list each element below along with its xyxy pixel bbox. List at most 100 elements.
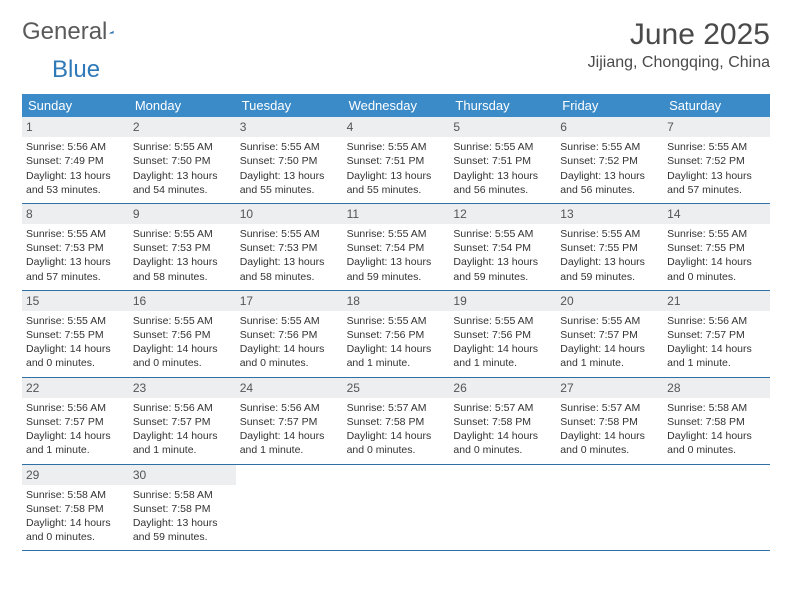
day-number: 16 [129, 291, 236, 311]
day-cell: 3Sunrise: 5:55 AMSunset: 7:50 PMDaylight… [236, 117, 343, 203]
day-number: 30 [129, 465, 236, 485]
day-number: 11 [343, 204, 450, 224]
daylight-line2: and 59 minutes. [560, 270, 659, 284]
daylight-line1: Daylight: 13 hours [133, 169, 232, 183]
sunrise-text: Sunrise: 5:55 AM [133, 314, 232, 328]
day-number: 14 [663, 204, 770, 224]
logo-text-blue: Blue [52, 56, 100, 84]
week-row: 8Sunrise: 5:55 AMSunset: 7:53 PMDaylight… [22, 204, 770, 291]
day-cell: 7Sunrise: 5:55 AMSunset: 7:52 PMDaylight… [663, 117, 770, 203]
daylight-line2: and 55 minutes. [347, 183, 446, 197]
sunrise-text: Sunrise: 5:55 AM [667, 227, 766, 241]
sunrise-text: Sunrise: 5:55 AM [240, 140, 339, 154]
day-number: 3 [236, 117, 343, 137]
daylight-line2: and 59 minutes. [347, 270, 446, 284]
day-cell: 8Sunrise: 5:55 AMSunset: 7:53 PMDaylight… [22, 204, 129, 290]
day-number: 26 [449, 378, 556, 398]
day-cell: 17Sunrise: 5:55 AMSunset: 7:56 PMDayligh… [236, 291, 343, 377]
sunrise-text: Sunrise: 5:55 AM [347, 140, 446, 154]
sunset-text: Sunset: 7:54 PM [453, 241, 552, 255]
sunrise-text: Sunrise: 5:57 AM [560, 401, 659, 415]
sunset-text: Sunset: 7:53 PM [133, 241, 232, 255]
daylight-line1: Daylight: 14 hours [453, 342, 552, 356]
daylight-line1: Daylight: 13 hours [453, 169, 552, 183]
empty-cell [449, 465, 556, 551]
day-cell: 19Sunrise: 5:55 AMSunset: 7:56 PMDayligh… [449, 291, 556, 377]
daylight-line2: and 0 minutes. [453, 443, 552, 457]
sunset-text: Sunset: 7:55 PM [560, 241, 659, 255]
week-row: 22Sunrise: 5:56 AMSunset: 7:57 PMDayligh… [22, 378, 770, 465]
daylight-line2: and 1 minute. [26, 443, 125, 457]
day-number: 25 [343, 378, 450, 398]
day-number: 15 [22, 291, 129, 311]
sunset-text: Sunset: 7:52 PM [667, 154, 766, 168]
day-number: 5 [449, 117, 556, 137]
day-number: 28 [663, 378, 770, 398]
daylight-line1: Daylight: 14 hours [133, 342, 232, 356]
daylight-line1: Daylight: 14 hours [26, 342, 125, 356]
daylight-line2: and 55 minutes. [240, 183, 339, 197]
daylight-line2: and 53 minutes. [26, 183, 125, 197]
dow-cell: Wednesday [343, 94, 450, 117]
day-number: 2 [129, 117, 236, 137]
sunrise-text: Sunrise: 5:56 AM [240, 401, 339, 415]
sunrise-text: Sunrise: 5:58 AM [667, 401, 766, 415]
sunrise-text: Sunrise: 5:55 AM [240, 314, 339, 328]
day-number: 13 [556, 204, 663, 224]
sunrise-text: Sunrise: 5:55 AM [560, 140, 659, 154]
daylight-line2: and 54 minutes. [133, 183, 232, 197]
daylight-line2: and 0 minutes. [240, 356, 339, 370]
sunset-text: Sunset: 7:56 PM [240, 328, 339, 342]
sunset-text: Sunset: 7:53 PM [26, 241, 125, 255]
daylight-line1: Daylight: 14 hours [667, 342, 766, 356]
logo-text-general: General [22, 18, 107, 46]
empty-cell [343, 465, 450, 551]
sunset-text: Sunset: 7:57 PM [560, 328, 659, 342]
sunset-text: Sunset: 7:55 PM [667, 241, 766, 255]
daylight-line1: Daylight: 14 hours [240, 429, 339, 443]
daylight-line2: and 59 minutes. [133, 530, 232, 544]
daylight-line1: Daylight: 14 hours [26, 516, 125, 530]
sunset-text: Sunset: 7:56 PM [453, 328, 552, 342]
day-number: 12 [449, 204, 556, 224]
daylight-line2: and 1 minute. [667, 356, 766, 370]
sunrise-text: Sunrise: 5:56 AM [26, 140, 125, 154]
sunrise-text: Sunrise: 5:55 AM [26, 227, 125, 241]
sunset-text: Sunset: 7:51 PM [453, 154, 552, 168]
sunset-text: Sunset: 7:56 PM [133, 328, 232, 342]
daylight-line1: Daylight: 13 hours [347, 169, 446, 183]
daylight-line2: and 1 minute. [240, 443, 339, 457]
daylight-line1: Daylight: 13 hours [133, 255, 232, 269]
daylight-line1: Daylight: 14 hours [133, 429, 232, 443]
daylight-line2: and 1 minute. [347, 356, 446, 370]
sunrise-text: Sunrise: 5:56 AM [667, 314, 766, 328]
day-cell: 22Sunrise: 5:56 AMSunset: 7:57 PMDayligh… [22, 378, 129, 464]
daylight-line2: and 0 minutes. [26, 356, 125, 370]
day-cell: 12 Sunrise: 5:55 AMSunset: 7:54 PMDayligh… [449, 204, 556, 290]
daylight-line1: Daylight: 13 hours [560, 169, 659, 183]
daylight-line1: Daylight: 13 hours [347, 255, 446, 269]
sunset-text: Sunset: 7:55 PM [26, 328, 125, 342]
day-cell: 23Sunrise: 5:56 AMSunset: 7:57 PMDayligh… [129, 378, 236, 464]
sunset-text: Sunset: 7:57 PM [240, 415, 339, 429]
dow-cell: Monday [129, 94, 236, 117]
daylight-line1: Daylight: 13 hours [240, 255, 339, 269]
sunset-text: Sunset: 7:50 PM [240, 154, 339, 168]
title-block: June 2025 Jijiang, Chongqing, China [588, 18, 770, 72]
daylight-line1: Daylight: 14 hours [560, 429, 659, 443]
day-cell: 2Sunrise: 5:55 AMSunset: 7:50 PMDaylight… [129, 117, 236, 203]
day-cell: 20Sunrise: 5:55 AMSunset: 7:57 PMDayligh… [556, 291, 663, 377]
sunset-text: Sunset: 7:53 PM [240, 241, 339, 255]
day-number: 18 [343, 291, 450, 311]
day-cell: 9Sunrise: 5:55 AMSunset: 7:53 PMDaylight… [129, 204, 236, 290]
day-cell: 13Sunrise: 5:55 AMSunset: 7:55 PMDayligh… [556, 204, 663, 290]
day-cell: 6Sunrise: 5:55 AMSunset: 7:52 PMDaylight… [556, 117, 663, 203]
day-cell: 18Sunrise: 5:55 AMSunset: 7:56 PMDayligh… [343, 291, 450, 377]
sunset-text: Sunset: 7:58 PM [667, 415, 766, 429]
daylight-line2: and 58 minutes. [240, 270, 339, 284]
day-cell: 26Sunrise: 5:57 AMSunset: 7:58 PMDayligh… [449, 378, 556, 464]
daylight-line1: Daylight: 13 hours [453, 255, 552, 269]
sunrise-text: Sunrise: 5:57 AM [347, 401, 446, 415]
sunrise-text: Sunrise: 5:55 AM [453, 227, 552, 241]
daylight-line1: Daylight: 14 hours [560, 342, 659, 356]
